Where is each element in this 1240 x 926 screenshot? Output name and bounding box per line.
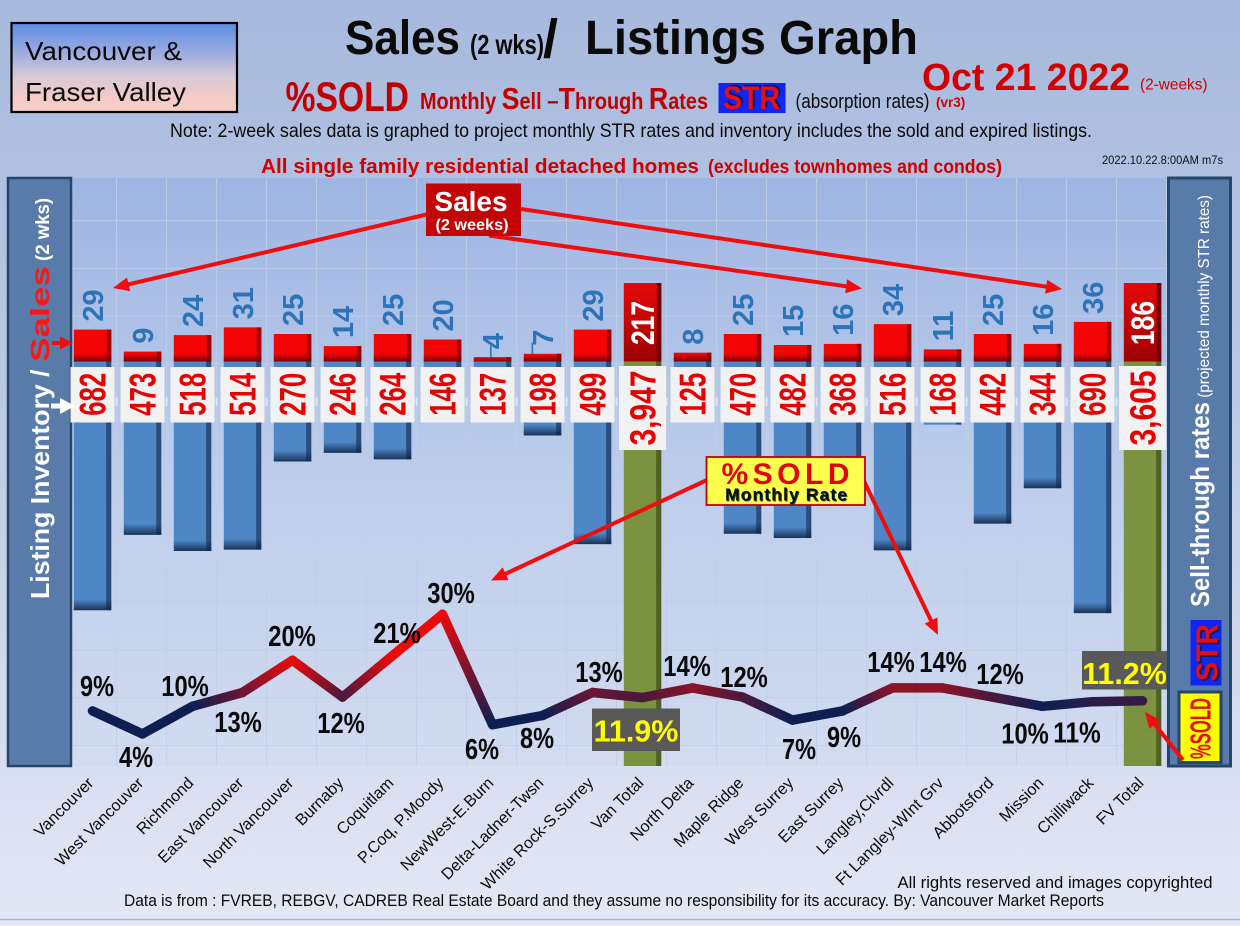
svg-text:270: 270 <box>273 373 314 416</box>
svg-text:25: 25 <box>278 294 310 326</box>
svg-text:11.9%: 11.9% <box>594 715 679 749</box>
svg-text:14%: 14% <box>663 651 711 683</box>
svg-text:31: 31 <box>228 287 260 319</box>
svg-text:482: 482 <box>773 373 814 416</box>
svg-text:15: 15 <box>778 305 810 337</box>
svg-text:14%: 14% <box>867 647 915 679</box>
svg-text:682: 682 <box>73 373 114 416</box>
svg-text:4%: 4% <box>119 742 153 774</box>
svg-text:11%: 11% <box>1053 718 1101 750</box>
svg-text:25: 25 <box>978 294 1010 326</box>
svg-text:All single family residential: All single family residential detached h… <box>261 155 699 178</box>
svg-text:137: 137 <box>473 373 514 416</box>
svg-text:10%: 10% <box>1001 719 1049 751</box>
svg-text:20%: 20% <box>268 621 316 653</box>
svg-text:9%: 9% <box>80 671 114 703</box>
svg-text:29: 29 <box>578 289 610 321</box>
svg-text:Listings Graph: Listings Graph <box>585 12 918 65</box>
svg-text:499: 499 <box>573 373 614 416</box>
svg-text:12%: 12% <box>976 659 1024 691</box>
svg-text:STR: STR <box>723 80 780 116</box>
svg-text:11: 11 <box>928 311 960 342</box>
svg-text:Sell-through rates (projected: Sell-through rates (projected monthly ST… <box>1185 195 1215 607</box>
svg-text:368: 368 <box>823 373 864 416</box>
svg-text:36: 36 <box>1078 282 1110 314</box>
svg-text:9%: 9% <box>827 722 861 754</box>
svg-text:16: 16 <box>1028 304 1060 336</box>
svg-text:30%: 30% <box>427 578 475 610</box>
svg-text:3,605: 3,605 <box>1123 371 1164 446</box>
svg-text:20: 20 <box>428 299 460 331</box>
svg-text:Oct 21 2022: Oct 21 2022 <box>922 57 1130 99</box>
svg-text:25: 25 <box>728 294 760 326</box>
svg-text:(absorption rates): (absorption rates) <box>796 91 930 113</box>
svg-text:Monthly Rate: Monthly Rate <box>725 485 847 505</box>
svg-text:29: 29 <box>78 289 110 321</box>
svg-text:/: / <box>543 9 558 69</box>
svg-text:7: 7 <box>528 330 560 346</box>
svg-text:13%: 13% <box>575 657 623 689</box>
svg-text:168: 168 <box>923 373 964 416</box>
svg-text:14: 14 <box>328 306 360 338</box>
svg-text:25: 25 <box>378 294 410 326</box>
svg-text:10%: 10% <box>161 671 209 703</box>
svg-text:246: 246 <box>323 373 364 416</box>
svg-text:8: 8 <box>678 329 710 345</box>
svg-text:514: 514 <box>223 373 264 416</box>
svg-text:Listing Inventory / Sales (2: Listing Inventory / Sales (2 wks) <box>25 198 55 599</box>
svg-text:Vancouver &: Vancouver & <box>25 36 182 66</box>
svg-text:2022.10.22.8:00AM m7s: 2022.10.22.8:00AM m7s <box>1102 155 1223 167</box>
svg-text:442: 442 <box>973 373 1014 416</box>
svg-text:STR: STR <box>1192 626 1227 683</box>
svg-text:(vr3): (vr3) <box>936 95 965 110</box>
svg-text:%SOLD: %SOLD <box>722 458 850 491</box>
svg-text:Monthly Sell –Through Rates: Monthly Sell –Through Rates <box>420 81 708 116</box>
svg-text:12%: 12% <box>317 708 365 740</box>
svg-text:12%: 12% <box>720 662 768 694</box>
svg-text:11.2%: 11.2% <box>1082 657 1167 691</box>
svg-text:Sales: Sales <box>345 12 460 65</box>
svg-text:125: 125 <box>673 373 714 416</box>
svg-text:13%: 13% <box>214 707 262 739</box>
svg-text:%SOLD: %SOLD <box>286 73 410 120</box>
svg-text:516: 516 <box>873 373 914 416</box>
svg-text:21%: 21% <box>373 618 421 650</box>
svg-text:198: 198 <box>523 373 564 416</box>
svg-text:470: 470 <box>723 373 764 416</box>
svg-text:16: 16 <box>828 304 860 336</box>
svg-text:STR: STR <box>1189 624 1224 681</box>
svg-text:690: 690 <box>1073 373 1114 416</box>
svg-text:518: 518 <box>173 373 214 416</box>
svg-text:3,947: 3,947 <box>623 371 664 446</box>
svg-text:(2 wks): (2 wks) <box>470 29 544 60</box>
svg-text:Data is from : FVREB, REBGV, C: Data is from : FVREB, REBGV, CADREB Real… <box>124 891 1104 910</box>
svg-text:473: 473 <box>123 373 164 416</box>
svg-text:STR: STR <box>725 79 782 115</box>
svg-text:Note: 2-week sales data is gra: Note: 2-week sales data is graphed to pr… <box>170 120 1092 142</box>
svg-text:24: 24 <box>178 295 210 327</box>
svg-text:4: 4 <box>478 333 510 349</box>
svg-text:9: 9 <box>128 327 160 343</box>
svg-text:8%: 8% <box>520 723 554 755</box>
svg-text:All rights reserved and image: All rights reserved and images copyright… <box>898 874 1213 892</box>
svg-text:(2-weeks): (2-weeks) <box>1140 77 1208 94</box>
svg-text:186: 186 <box>1125 301 1161 345</box>
svg-text:Fraser Valley: Fraser Valley <box>25 77 186 107</box>
svg-text:(excludes townhomes and condos: (excludes townhomes and condos) <box>708 157 1002 178</box>
svg-text:Monthly Rate: Monthly Rate <box>726 486 848 506</box>
svg-text:14%: 14% <box>919 647 967 679</box>
svg-text:%SOLD: %SOLD <box>1186 698 1218 759</box>
svg-text:264: 264 <box>373 373 414 416</box>
svg-text:146: 146 <box>423 373 464 416</box>
svg-text:Sales: Sales <box>434 186 507 217</box>
svg-text:344: 344 <box>1023 373 1064 416</box>
svg-text:34: 34 <box>878 284 910 316</box>
svg-text:6%: 6% <box>465 734 499 766</box>
svg-text:7%: 7% <box>782 734 816 766</box>
svg-text:(2 weeks): (2 weeks) <box>436 217 509 234</box>
svg-text:217: 217 <box>625 301 661 345</box>
